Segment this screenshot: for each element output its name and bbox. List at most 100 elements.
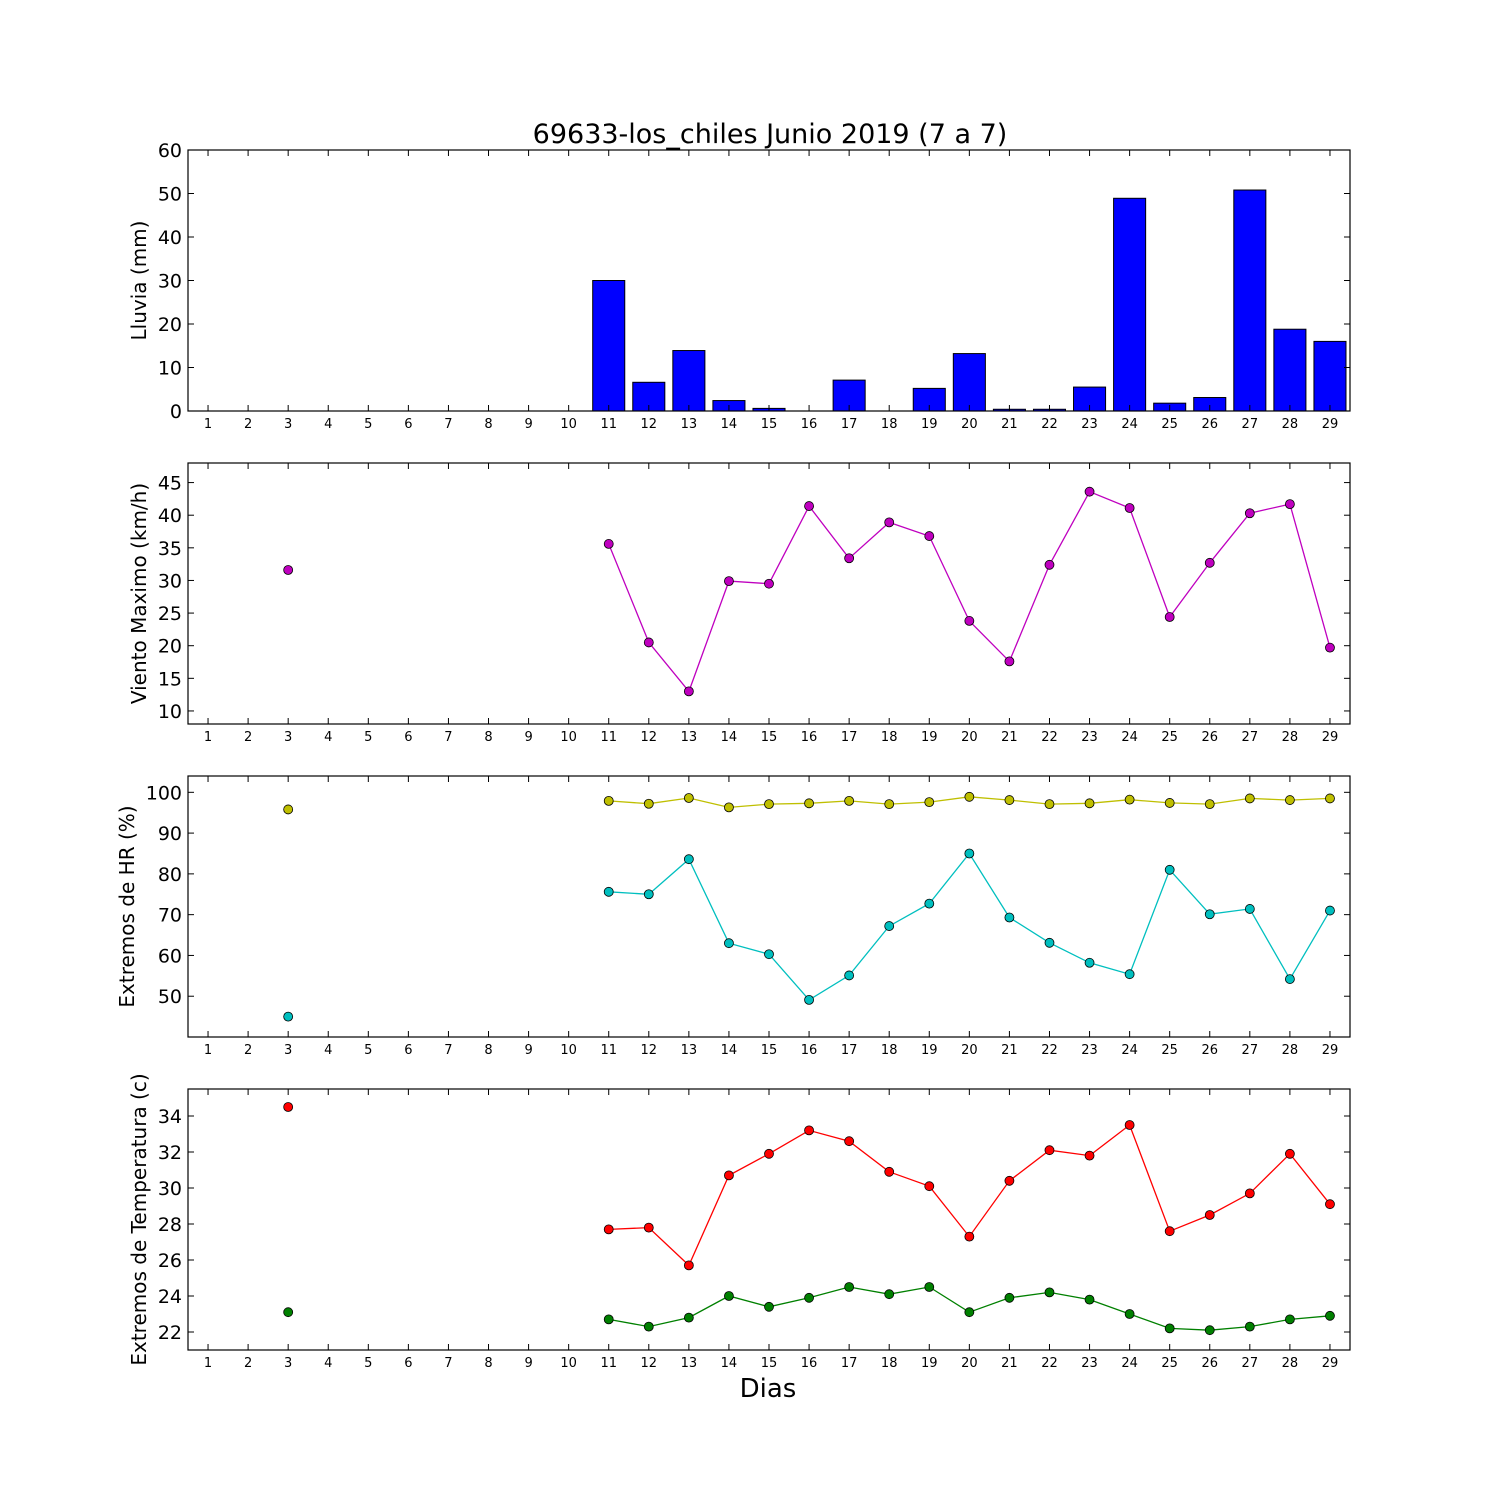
y-tick-label: 22 [158, 1322, 182, 1344]
point-temp_min-day-21 [1004, 1292, 1015, 1303]
x-tick-label: 3 [284, 1043, 292, 1058]
x-tick-label: 8 [484, 730, 492, 745]
point-wind-day-28 [1284, 499, 1295, 510]
point-wind-day-17 [844, 553, 855, 564]
y-tick-label: 50 [158, 986, 182, 1008]
point-hr_max-day-20 [964, 791, 975, 802]
x-tick-label: 19 [921, 730, 938, 745]
x-tick-label: 14 [721, 1043, 738, 1058]
x-tick-label: 18 [881, 1356, 898, 1371]
point-temp_max-day-29 [1325, 1199, 1335, 1210]
x-tick-label: 2 [244, 417, 252, 432]
point-temp_min-day-17 [844, 1282, 855, 1292]
x-tick-label: 18 [881, 1043, 898, 1058]
x-axis-label: Dias [740, 1374, 797, 1404]
point-hr_min-day-15 [764, 949, 774, 960]
y-tick-label: 20 [158, 636, 182, 658]
point-hr_max-day-19 [924, 797, 935, 807]
y-axis-label: Extremos de HR (%) [115, 805, 139, 1007]
x-tick-label: 8 [484, 417, 492, 432]
point-wind-day-25 [1164, 612, 1175, 622]
x-tick-label: 16 [801, 730, 818, 745]
x-tick-label: 3 [284, 730, 292, 745]
y-axis-label: Viento Maximo (km/h) [127, 483, 151, 704]
y-tick-label: 35 [158, 538, 182, 560]
x-tick-label: 1 [204, 1356, 212, 1371]
x-tick-label: 17 [841, 1356, 858, 1371]
point-temp_min-day-29 [1325, 1310, 1335, 1321]
point-temp_max-day-27 [1244, 1188, 1255, 1199]
point-wind-day-14 [724, 576, 734, 587]
point-hr_min-day-12 [643, 889, 654, 900]
y-tick-label: 30 [158, 1178, 182, 1200]
y-tick-label: 40 [158, 227, 182, 249]
x-tick-label: 22 [1041, 1043, 1058, 1058]
point-wind-day-21 [1004, 656, 1015, 667]
point-hr_min-day-14 [724, 938, 734, 949]
point-temp_max-day-12 [643, 1222, 654, 1233]
x-tick-label: 25 [1161, 417, 1178, 432]
point-hr_max-day-25 [1164, 798, 1175, 808]
point-temp_max-day-16 [804, 1125, 814, 1136]
y-tick-label: 32 [158, 1142, 182, 1164]
point-hr_min-day-20 [964, 848, 975, 859]
x-tick-label: 6 [404, 730, 412, 745]
x-tick-label: 11 [600, 1356, 617, 1371]
x-tick-label: 4 [324, 1356, 332, 1371]
point-wind-day-24 [1124, 503, 1135, 513]
point-hr_max-day-17 [844, 795, 855, 806]
x-tick-label: 29 [1322, 1043, 1339, 1058]
x-tick-label: 15 [761, 417, 778, 432]
point-temp_max-day-3 [283, 1102, 294, 1112]
y-tick-label: 26 [158, 1250, 182, 1272]
point-temp_min-day-22 [1044, 1287, 1055, 1298]
point-temp_max-day-19 [924, 1181, 935, 1192]
x-tick-label: 20 [961, 417, 978, 432]
point-temp_min-day-28 [1284, 1314, 1295, 1325]
x-tick-label: 29 [1322, 417, 1339, 432]
x-tick-label: 18 [881, 730, 898, 745]
x-tick-label: 24 [1121, 1043, 1138, 1058]
point-hr_min-day-29 [1325, 905, 1335, 916]
x-tick-label: 3 [284, 417, 292, 432]
point-hr_min-day-13 [683, 854, 694, 865]
point-temp_min-day-25 [1164, 1323, 1175, 1334]
y-tick-label: 30 [158, 570, 182, 592]
point-hr_max-day-27 [1244, 793, 1255, 804]
point-hr_min-day-18 [884, 921, 895, 931]
x-tick-label: 15 [761, 1043, 778, 1058]
point-hr_min-day-27 [1244, 904, 1255, 914]
x-tick-label: 28 [1282, 417, 1299, 432]
point-temp_min-day-27 [1244, 1321, 1255, 1332]
point-hr_min-day-25 [1164, 864, 1175, 875]
point-hr_min-day-22 [1044, 937, 1055, 948]
y-tick-label: 34 [158, 1106, 182, 1128]
point-temp_max-day-24 [1124, 1120, 1135, 1130]
point-wind-day-23 [1084, 486, 1095, 497]
x-tick-label: 24 [1121, 1356, 1138, 1371]
y-tick-label: 90 [158, 823, 182, 845]
x-tick-label: 1 [204, 730, 212, 745]
x-tick-label: 11 [600, 417, 617, 432]
y-tick-label: 60 [158, 140, 182, 162]
point-temp_min-day-20 [964, 1307, 975, 1318]
point-hr_max-day-28 [1284, 795, 1295, 805]
y-axis-label: Extremos de Temperatura (c) [127, 1073, 151, 1365]
bar-day-27 [1233, 189, 1267, 412]
y-tick-label: 40 [158, 505, 182, 527]
x-tick-label: 19 [921, 1356, 938, 1371]
point-temp_min-day-19 [924, 1282, 935, 1292]
x-tick-label: 25 [1161, 1043, 1178, 1058]
point-wind-day-12 [643, 637, 654, 648]
point-temp_max-day-26 [1204, 1210, 1215, 1220]
x-tick-label: 7 [444, 417, 452, 432]
x-tick-label: 27 [1242, 1043, 1259, 1058]
x-tick-label: 4 [324, 417, 332, 432]
x-tick-label: 11 [600, 730, 617, 745]
point-temp_max-day-28 [1284, 1148, 1295, 1159]
point-hr_max-day-11 [603, 795, 614, 806]
